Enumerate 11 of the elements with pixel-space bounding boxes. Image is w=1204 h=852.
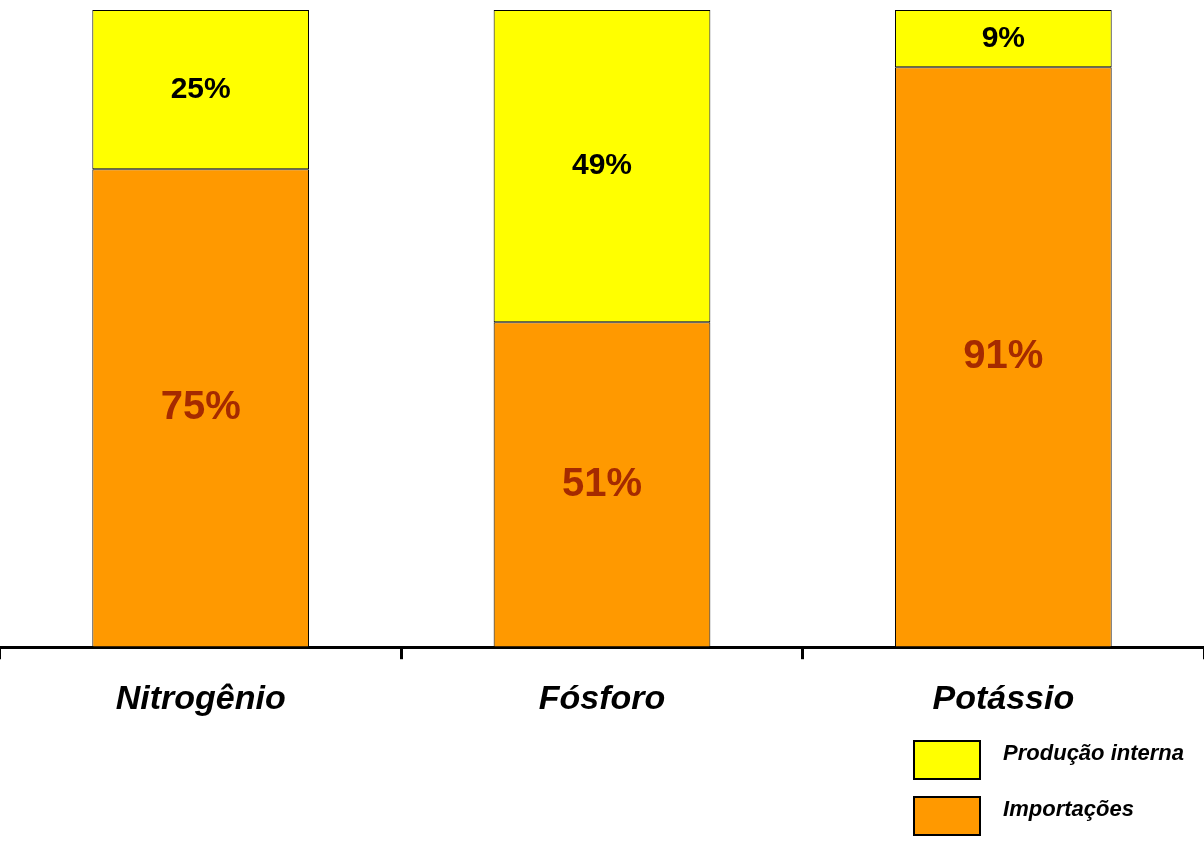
- data-label: 75%: [160, 383, 241, 428]
- data-label: 51%: [561, 459, 643, 504]
- x-tick-label: Potássio: [932, 677, 1075, 716]
- legend-label: Produção interna: [1003, 740, 1184, 766]
- x-tick-label: Fósforo: [538, 677, 666, 716]
- x-tick-label: Nitrogênio: [115, 677, 286, 716]
- legend-label: Importações: [1003, 796, 1134, 822]
- data-label: 9%: [981, 19, 1026, 53]
- data-label: 25%: [170, 70, 231, 104]
- data-label: 49%: [571, 147, 633, 181]
- data-label: 91%: [963, 332, 1044, 377]
